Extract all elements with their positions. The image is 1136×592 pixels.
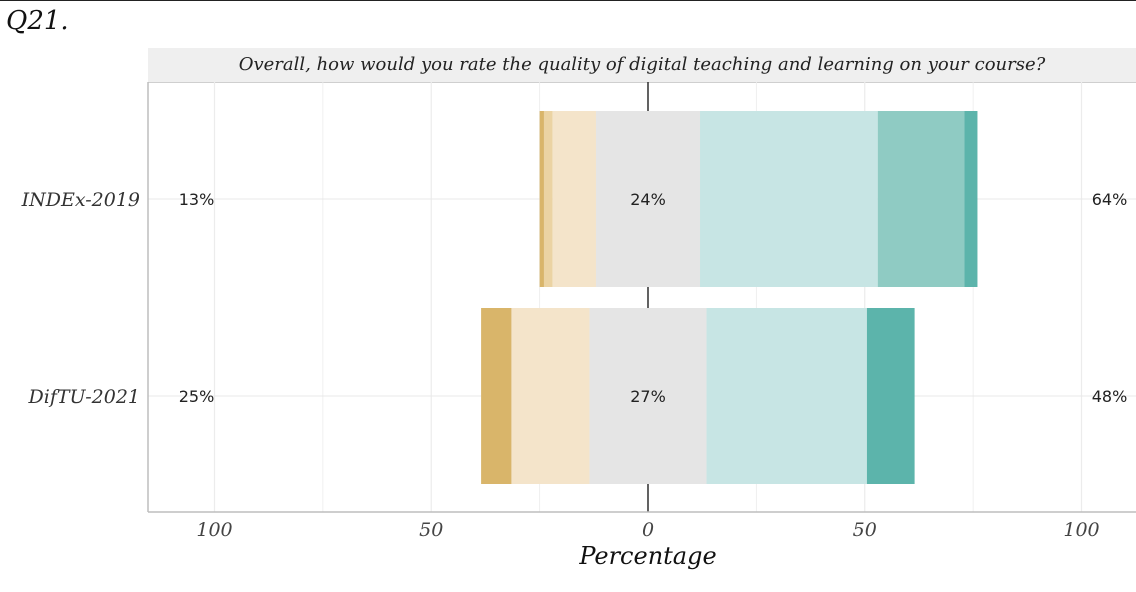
category-label: DifTU-2021 xyxy=(28,386,140,408)
bar-segment-diftu-2021-2 xyxy=(511,308,590,484)
bars xyxy=(481,111,978,484)
facet-strip: Overall, how would you rate the quality … xyxy=(148,48,1136,83)
bar-segment-index-2019-0 xyxy=(539,111,544,287)
bar-segment-index-2019-4 xyxy=(700,111,878,287)
axes: INDEx-2019 DifTU-2021 100 50 0 50 100 Percentag… xyxy=(21,82,1136,570)
center-percent-label: 27% xyxy=(630,387,666,406)
bar-segment-index-2019-1 xyxy=(543,111,553,287)
chart-title: Overall, how would you rate the quality … xyxy=(238,54,1046,75)
left-percent-label: 13% xyxy=(179,190,215,209)
x-axis-title: Percentage xyxy=(578,542,716,570)
x-tick-label: 50 xyxy=(853,519,877,541)
x-tick-label: 50 xyxy=(419,519,443,541)
top-rule xyxy=(0,0,1136,1)
bar-segment-index-2019-3 xyxy=(595,111,701,287)
bar-segment-diftu-2021-3 xyxy=(589,308,707,484)
bar-labels: 13% 24% 64% 25% 27% 48% xyxy=(179,190,1128,406)
category-label: INDEx-2019 xyxy=(21,189,140,211)
bar-segment-diftu-2021-0 xyxy=(481,308,512,484)
x-tick-label: 0 xyxy=(642,519,654,541)
right-percent-label: 64% xyxy=(1092,190,1128,209)
center-percent-label: 24% xyxy=(630,190,666,209)
bar-segment-index-2019-6 xyxy=(964,111,978,287)
x-tick-label: 100 xyxy=(196,519,232,541)
x-tick-label: 100 xyxy=(1063,519,1099,541)
bar-segment-diftu-2021-4 xyxy=(706,308,867,484)
question-label: Q21. xyxy=(6,6,69,36)
bar-segment-index-2019-5 xyxy=(877,111,965,287)
bar-segment-index-2019-2 xyxy=(552,111,596,287)
right-percent-label: 48% xyxy=(1092,387,1128,406)
left-percent-label: 25% xyxy=(179,387,215,406)
bar-segment-diftu-2021-6 xyxy=(866,308,915,484)
